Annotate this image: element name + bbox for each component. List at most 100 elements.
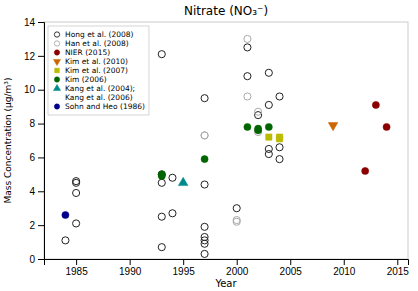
y-axis-line <box>38 23 45 260</box>
x-axis: 1985199019952000200520102015 <box>45 259 410 277</box>
x-tick-label: 2015 <box>387 266 410 277</box>
x-axis-line <box>45 260 409 266</box>
legend-item: NIER (2015) <box>54 48 110 57</box>
x-tick-label: 2005 <box>280 266 303 277</box>
point <box>276 134 282 140</box>
point <box>328 122 338 130</box>
y-tick-mark <box>38 225 44 226</box>
legend-item: Kang et al. (2004);Kang et al. (2006) <box>53 84 135 102</box>
legend-item: Han et al. (2008) <box>54 39 128 48</box>
series <box>178 177 188 185</box>
x-tick-label: 1995 <box>173 266 196 277</box>
point <box>266 134 272 140</box>
point <box>244 123 251 130</box>
point <box>62 211 69 218</box>
point <box>276 93 283 100</box>
x-tick-label: 1990 <box>119 266 142 277</box>
legend-item: Kim et al. (2010) <box>53 57 128 66</box>
point <box>73 220 80 227</box>
x-tick: 2015 <box>387 259 410 277</box>
point <box>276 144 283 151</box>
y-tick-mark <box>38 124 44 125</box>
point <box>201 240 208 247</box>
point <box>244 44 251 51</box>
x-tick-mark <box>290 259 291 265</box>
y-tick-label: 2 <box>29 220 35 231</box>
legend-label: Kim et al. (2007) <box>65 66 128 75</box>
point <box>178 177 188 185</box>
point <box>244 35 251 42</box>
x-tick: 1990 <box>119 259 142 277</box>
point <box>201 132 208 139</box>
legend-label: NIER (2015) <box>65 48 110 57</box>
y-tick: 2 <box>29 220 44 231</box>
x-tick-mark <box>130 259 131 265</box>
point <box>62 237 69 244</box>
legend-symbol <box>53 84 60 90</box>
y-axis-label: Mass Concentration (μg/m³) <box>3 78 13 204</box>
point <box>265 145 272 152</box>
legend-symbol <box>54 32 59 37</box>
point <box>201 181 208 188</box>
legend-label: Hong et al. (2008) <box>65 30 134 39</box>
point <box>265 69 272 76</box>
legend-item: Hong et al. (2008) <box>54 30 133 39</box>
series <box>362 101 391 174</box>
y-tick-mark <box>38 56 44 57</box>
x-tick-mark <box>183 259 184 265</box>
point <box>158 172 165 179</box>
legend-item: Kim (2006) <box>54 75 106 84</box>
point <box>233 216 240 223</box>
x-tick-mark <box>344 259 345 265</box>
x-tick-mark <box>76 259 77 265</box>
x-tick: 2000 <box>226 259 249 277</box>
series <box>158 123 272 179</box>
point <box>169 174 176 181</box>
y-tick-mark <box>38 90 44 91</box>
chart: 198519901995200020052010201502468101214H… <box>0 0 418 291</box>
point <box>265 101 272 108</box>
y-tick: 14 <box>24 17 44 28</box>
y-tick-label: 0 <box>29 254 35 265</box>
x-tick: 2005 <box>280 259 303 277</box>
series <box>201 35 262 225</box>
legend: Hong et al. (2008)Han et al. (2008)NIER … <box>48 26 149 115</box>
points <box>62 35 390 257</box>
y-tick-label: 4 <box>29 186 35 197</box>
point <box>372 101 379 108</box>
point <box>73 178 80 185</box>
x-tick-label: 2000 <box>226 266 249 277</box>
legend-symbol <box>54 50 59 55</box>
point <box>265 123 272 130</box>
point <box>233 218 240 225</box>
title: Nitrate (NO₃⁻) <box>184 4 268 18</box>
x-tick-mark <box>237 259 238 265</box>
legend-symbol <box>54 77 59 82</box>
point <box>158 213 165 220</box>
legend-frame <box>48 26 149 115</box>
legend-symbol <box>55 68 60 73</box>
point <box>233 205 240 212</box>
series <box>62 44 283 258</box>
point <box>383 123 390 130</box>
point <box>255 125 262 132</box>
y-tick: 8 <box>29 118 44 129</box>
point <box>201 156 208 163</box>
legend-label: Kim (2006) <box>65 75 107 84</box>
y-tick-label: 8 <box>29 118 35 129</box>
point <box>201 250 208 257</box>
point <box>73 179 80 186</box>
series <box>328 122 338 130</box>
legend-item: Kim et al. (2007) <box>55 66 128 75</box>
point <box>169 210 176 217</box>
point <box>201 223 208 230</box>
y-axis: 02468101214 <box>24 17 45 265</box>
x-tick: 1985 <box>65 259 88 277</box>
point <box>73 189 80 196</box>
series <box>266 134 283 142</box>
y-tick-mark <box>38 157 44 158</box>
point <box>244 93 251 100</box>
y-tick: 0 <box>29 254 44 265</box>
legend-symbol <box>53 59 60 65</box>
y-tick-label: 14 <box>24 17 36 28</box>
